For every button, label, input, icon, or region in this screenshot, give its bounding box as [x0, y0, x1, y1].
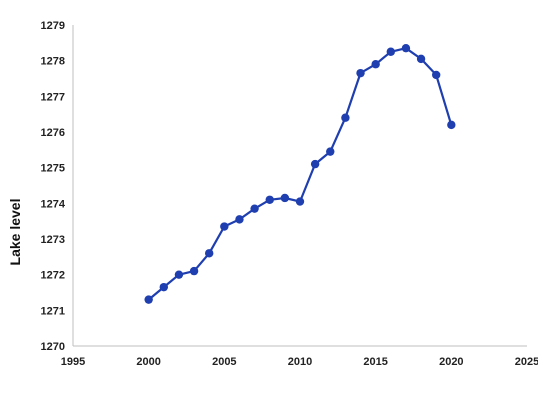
axes	[72, 25, 527, 347]
x-tick-label: 2025	[515, 356, 538, 368]
data-point	[371, 60, 380, 69]
x-tick-label: 1995	[61, 356, 85, 368]
data-point	[416, 54, 426, 64]
x-tick-label: 2000	[136, 356, 160, 368]
data-point	[401, 43, 411, 53]
y-tick-label: 1278	[41, 56, 65, 68]
y-tick-label: 1272	[41, 270, 65, 282]
data-point	[432, 70, 441, 80]
x-tick-label: 2020	[439, 356, 463, 368]
data-point	[386, 47, 395, 56]
y-tick-label: 1277	[41, 91, 65, 103]
data-point	[174, 270, 184, 279]
y-tick-label: 1273	[41, 234, 65, 246]
x-tick-label: 2015	[363, 356, 387, 368]
data-point	[310, 159, 320, 169]
data-point	[280, 193, 290, 203]
series-layer	[144, 43, 456, 304]
data-point	[447, 120, 456, 130]
data-point	[295, 197, 305, 206]
x-tick-label: 2005	[212, 356, 236, 368]
data-point	[205, 249, 214, 258]
data-point	[356, 68, 365, 78]
y-axis-title: Lake level	[7, 199, 23, 266]
y-tick-label: 1271	[41, 305, 65, 317]
data-point	[326, 147, 335, 156]
y-tick-label: 1270	[41, 341, 65, 353]
series-line	[147, 47, 453, 301]
y-tick-label: 1276	[41, 127, 65, 139]
data-point	[159, 282, 168, 292]
data-point	[250, 204, 259, 213]
y-tick-label: 1279	[41, 20, 65, 32]
data-point	[265, 195, 274, 204]
x-tick-label: 2010	[288, 356, 312, 368]
y-tick-label: 1274	[41, 198, 66, 210]
data-point	[220, 222, 229, 231]
y-tick-label: 1275	[41, 163, 65, 175]
data-point	[341, 113, 350, 122]
tick-labels: 1270 1271 1272 1273 1274 1275 1276 1277 1278 1279…	[41, 20, 538, 368]
data-point	[144, 295, 153, 304]
data-point	[235, 215, 244, 224]
data-point	[189, 266, 199, 276]
